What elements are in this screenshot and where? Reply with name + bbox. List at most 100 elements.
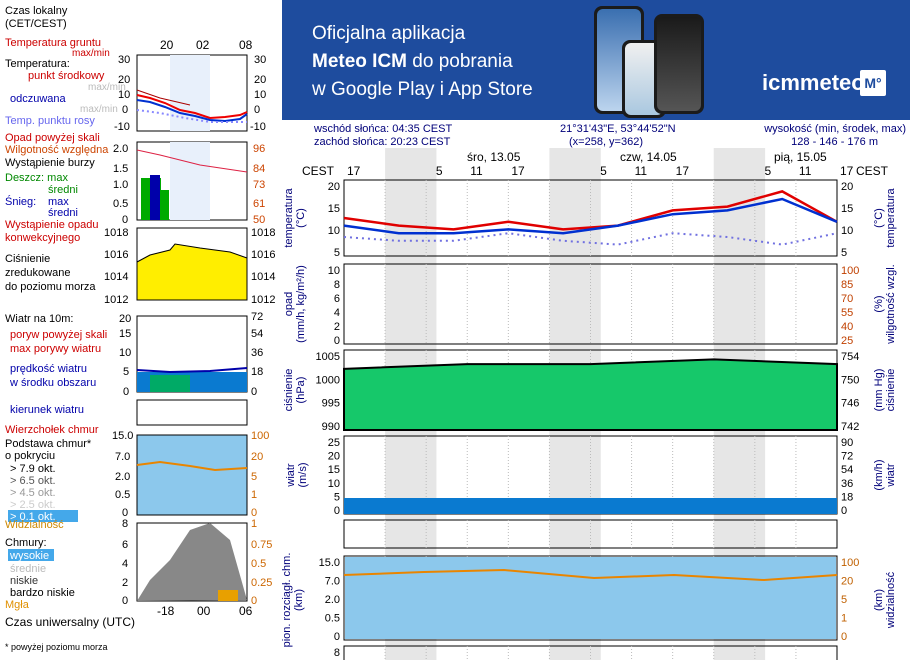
temp-label-5: odczuwana xyxy=(10,93,67,105)
wind-tick: 15 xyxy=(328,464,340,476)
precip-tick-l-2: 1.0 xyxy=(113,179,128,191)
wind-tick-r-1: 54 xyxy=(251,328,263,340)
clouds-label-0: Chmury: xyxy=(5,537,47,549)
wind-kmh-tick: 54 xyxy=(841,464,853,476)
cloudbase-ylabel: (km) xyxy=(293,589,305,611)
wind-label-4: w środku obszaru xyxy=(9,377,96,389)
day-labels: śro, 13.05 czw, 14.05 pią, 15.05 CEST CE… xyxy=(302,150,889,178)
wind-tick: 0 xyxy=(334,505,340,517)
cloudbase-tick: 0 xyxy=(334,631,340,643)
mini-temp-panel xyxy=(136,54,248,132)
precip-tick-r-2: 73 xyxy=(253,179,265,191)
temp-tick-r-20: 20 xyxy=(254,74,266,86)
precip-label-4: średni xyxy=(48,184,78,196)
wind-tick-l-3: 5 xyxy=(123,366,129,378)
banner-line2-rest: do pobrania xyxy=(407,51,513,72)
precip-label-8: Wystąpienie opadu xyxy=(5,219,98,231)
visibility-ylabel: widzialność xyxy=(885,571,897,629)
precip-tick: 6 xyxy=(334,293,340,305)
cb-tick-l-0: 15.0 xyxy=(112,430,133,442)
wind-label-0: Wiatr na 10m: xyxy=(5,313,73,325)
wind-kmh-ylabel: (km/h) xyxy=(873,459,885,490)
precip-tick-r-1: 84 xyxy=(253,163,265,175)
cloudbase-label-5: > 4.5 okt. xyxy=(10,487,56,499)
pressure-tick-l-2: 1014 xyxy=(104,271,128,283)
wind-ylabel: wiatr xyxy=(285,463,297,488)
precip-tick-l-3: 0.5 xyxy=(113,198,128,210)
temp-ylabel-right: (°C) xyxy=(873,208,885,228)
wind-speed-band xyxy=(344,498,837,514)
precip-tick: 0 xyxy=(334,335,340,347)
mini-pressure-panel xyxy=(136,227,248,301)
cb-tick-r-4: 0 xyxy=(251,507,257,519)
temp-tick-r-m10: -10 xyxy=(250,121,266,133)
cb-tick-l-3: 0.5 xyxy=(115,489,130,501)
pressure-mmhg-tick: 746 xyxy=(841,398,859,410)
temp-label-6: max/min xyxy=(80,104,118,115)
info-header: wschód słońca: 04:35 CEST zachód słońca:… xyxy=(313,123,906,148)
cl-tick-r-1: 0.75 xyxy=(251,539,272,551)
precip-label-0: Opad powyżej skali xyxy=(5,132,100,144)
humidity-ylabel: wilgotność wzgl. xyxy=(885,264,897,344)
utc-tick-1: -18 xyxy=(157,604,175,618)
utc-tick-2: 00 xyxy=(197,604,211,618)
app-banner[interactable]: Oficjalna aplikacja Meteo ICM do pobrani… xyxy=(282,0,910,120)
cloudbase-swatch xyxy=(8,510,78,522)
cloudbase-label-1: Podstawa chmur* xyxy=(5,438,92,450)
precip-tick: 2 xyxy=(334,321,340,333)
precip-tick-r-0: 96 xyxy=(253,143,265,155)
cloudbase-label-4: > 6.5 okt. xyxy=(10,475,56,487)
wind-kmh-tick: 0 xyxy=(841,505,847,517)
wind-label-3: prędkość wiatru xyxy=(10,363,87,375)
temp-series-line xyxy=(343,190,838,231)
pressure-tick: 1000 xyxy=(316,374,340,386)
banner-line2: Meteo ICM do pobrania xyxy=(312,48,533,76)
cl-tick-l-1: 6 xyxy=(122,539,128,551)
hour-label: 17 xyxy=(347,164,361,178)
cl-tick-l-2: 4 xyxy=(122,558,128,570)
cloudbase-tick: 15.0 xyxy=(319,557,340,569)
temp-tick-r-0: 0 xyxy=(254,104,260,116)
grid-text: (x=258, y=362) xyxy=(569,136,643,148)
temp-ylabel-right: temperatura xyxy=(885,187,897,247)
temp-series-line xyxy=(343,232,838,246)
cb-tick-r-3: 1 xyxy=(251,489,257,501)
temp-tick-l-20: 20 xyxy=(118,74,130,86)
humidity-tick: 55 xyxy=(841,307,853,319)
wind-kmh-tick: 90 xyxy=(841,437,853,449)
wind-tick-r-0: 72 xyxy=(251,311,263,323)
temp-ylabel: (°C) xyxy=(295,208,307,228)
precip-tick: 8 xyxy=(334,279,340,291)
precip-label-5: Śnieg: xyxy=(5,195,36,208)
pressure-label-0: Ciśnienie xyxy=(5,253,50,265)
temp-series-line xyxy=(343,197,838,235)
humidity-tick: 25 xyxy=(841,335,853,347)
precip-tick-r-4: 50 xyxy=(253,214,265,226)
pressure-mmhg-tick: 742 xyxy=(841,421,859,433)
mini-winddir-panel xyxy=(136,399,248,426)
temp-tick-l-0: 0 xyxy=(122,104,128,116)
precip-ylabel: opad xyxy=(283,292,295,316)
pressure-area xyxy=(343,358,838,431)
banner-line2-bold: Meteo ICM xyxy=(312,51,407,72)
cl-tick-l-4: 0 xyxy=(122,595,128,607)
cloudbase-ylabel: pion. rozciągł. chm. xyxy=(282,553,293,648)
precip-label-9: konwekcyjnego xyxy=(5,232,80,244)
wind-tick: 10 xyxy=(328,478,340,490)
wind-tick-l-0: 20 xyxy=(119,313,131,325)
wind-kmh-tick: 18 xyxy=(841,491,853,503)
temp-tick-r-10: 10 xyxy=(254,89,266,101)
legend-column: Czas lokalny (CET/CEST) xyxy=(0,0,282,660)
time-local-label-2: (CET/CEST) xyxy=(5,18,67,30)
precip-tick-l-1: 1.5 xyxy=(113,163,128,175)
main-meteogram: wschód słońca: 04:35 CEST zachód słońca:… xyxy=(282,123,906,660)
tz-right: CEST xyxy=(856,164,889,178)
hour-label: 11 xyxy=(635,164,648,178)
pressure-tick-l-0: 1018 xyxy=(104,227,128,239)
cloudbase-background xyxy=(345,557,836,639)
pressure-mmhg-ylabel: ciśnienie xyxy=(885,369,897,412)
temp-tick-right: 10 xyxy=(841,225,853,237)
utc-tick-3: 06 xyxy=(239,604,253,618)
cl-tick-r-0: 1 xyxy=(251,518,257,530)
temp-tick-right: 15 xyxy=(841,203,853,215)
